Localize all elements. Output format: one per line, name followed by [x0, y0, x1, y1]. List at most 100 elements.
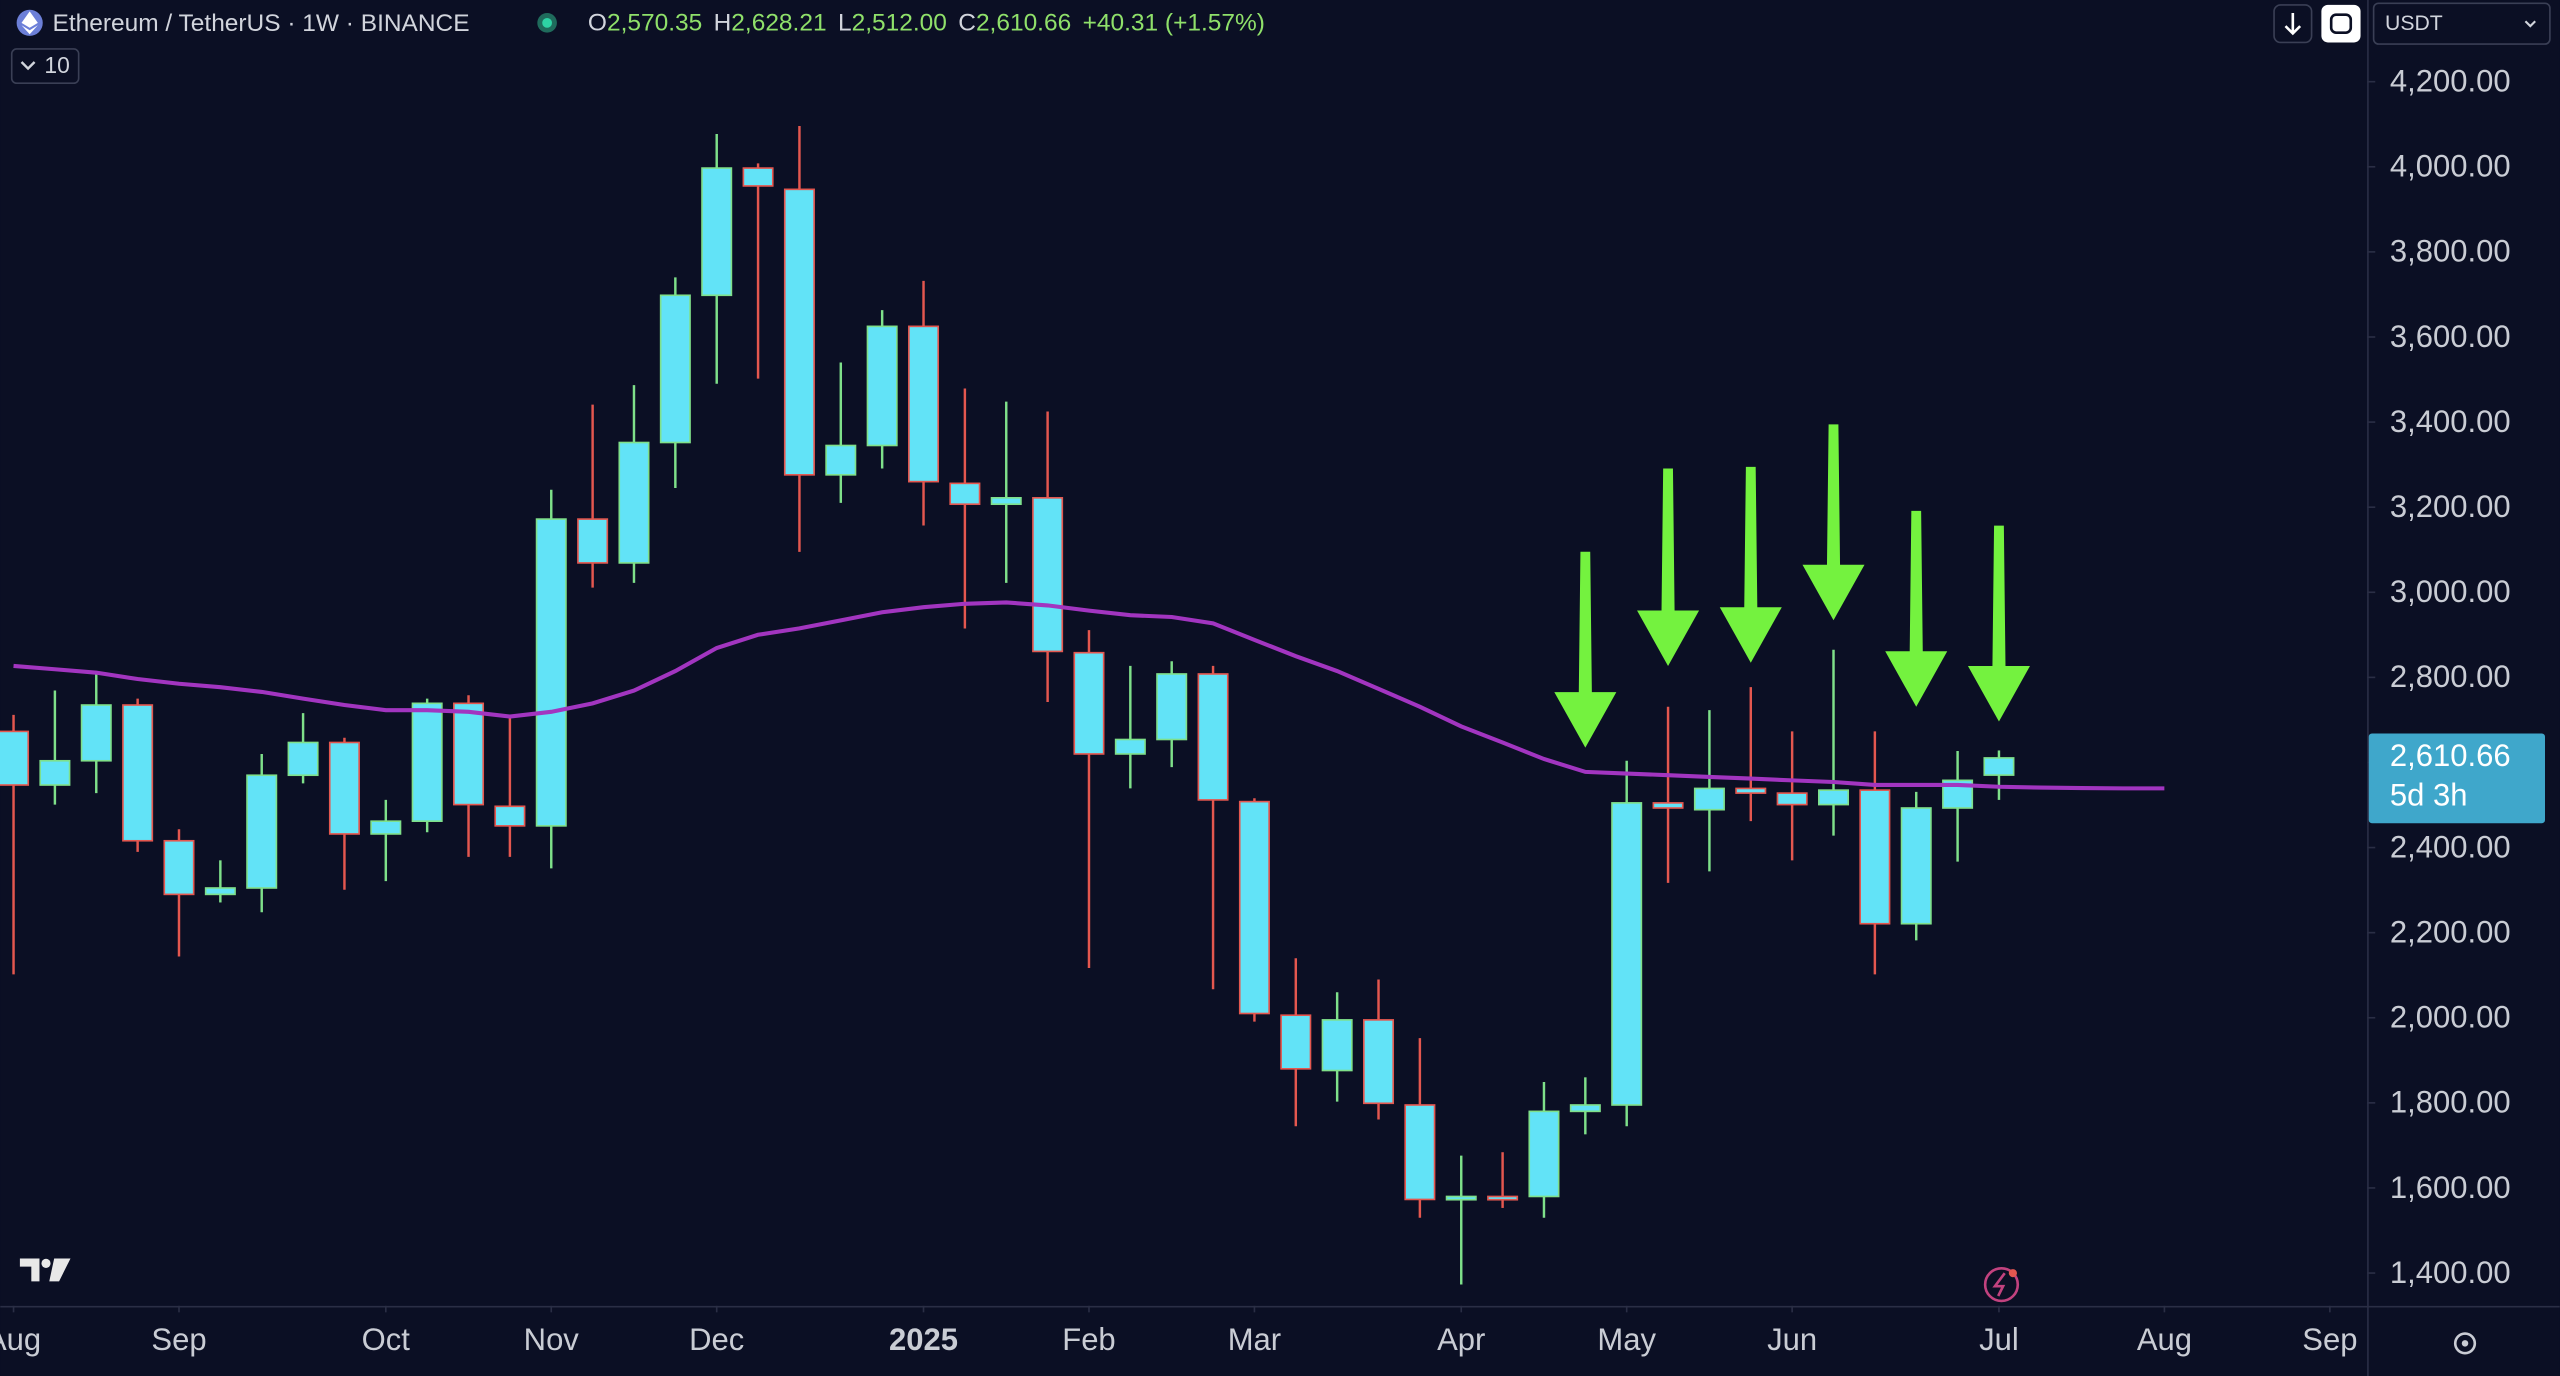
y-tick-label: 4,000.00 [2390, 149, 2511, 184]
logo-part [41, 1258, 51, 1268]
candle-body [122, 704, 154, 842]
currency-label: USDT [2385, 12, 2443, 35]
refresh-button[interactable] [2321, 4, 2361, 43]
candle-body [1073, 651, 1105, 755]
x-tick-label: 2025 [889, 1322, 958, 1357]
candle-body [1528, 1110, 1560, 1198]
candle-body [659, 294, 691, 444]
ohlc-key: C [958, 10, 976, 37]
x-tick-label: Aug [2137, 1322, 2192, 1357]
y-tick-label: 2,200.00 [2390, 914, 2511, 949]
toolbar[interactable]: USDT [2273, 2, 2551, 45]
x-tick-label: Mar [1228, 1322, 1281, 1357]
candle-body [1735, 787, 1767, 794]
symbol-header: Ethereum / TetherUS · 1W · BINANCE O2,57… [16, 9, 1265, 37]
candle-body [949, 482, 981, 506]
y-tick-label: 1,800.00 [2390, 1085, 2511, 1120]
candle-body [1280, 1014, 1312, 1070]
candle-body [287, 741, 319, 777]
y-tick-label: 4,200.00 [2390, 64, 2511, 99]
ohlc-value: 2,570.35 [607, 10, 702, 37]
x-tick-label: Sep [151, 1322, 206, 1357]
candle-body [1114, 738, 1146, 755]
x-tick-label: Aug [0, 1322, 41, 1357]
candle-body [246, 774, 278, 889]
ohlc-key: H [714, 10, 732, 37]
price-tag-label: 2,610.66 [2390, 738, 2511, 773]
candle-body [411, 702, 443, 823]
y-tick-label: 2,400.00 [2390, 829, 2511, 864]
candle-body [204, 887, 236, 896]
tv-logo[interactable] [19, 1258, 71, 1282]
candle-body [577, 518, 609, 564]
x-tick-label: May [1597, 1322, 1656, 1357]
x-tick-label: Dec [689, 1322, 744, 1357]
arrow [1967, 525, 2030, 722]
download-icon [2284, 13, 2302, 36]
candle-body [535, 518, 567, 827]
candle-body [1569, 1104, 1601, 1113]
price-tag [2368, 733, 2546, 824]
y-tick-label: 2,800.00 [2390, 659, 2511, 694]
alert-dot [2008, 1269, 2017, 1278]
currency-select[interactable] [2372, 2, 2551, 45]
ohlc-key: L [838, 10, 852, 37]
candle-body [370, 820, 402, 835]
alert-icon[interactable] [1983, 1266, 2020, 1303]
alert-bolt [1992, 1272, 2006, 1297]
candle-body [0, 730, 30, 786]
settings-icon[interactable] [2453, 1332, 2477, 1355]
refresh-icon [2329, 13, 2353, 34]
eth-logo [21, 11, 38, 35]
indicator-toggle[interactable]: 10 [10, 48, 80, 85]
candle-body [80, 704, 112, 762]
ohlc-legend: O2,570.35 H2,628.21 L2,512.00 C2,610.66 +40.… [588, 10, 1265, 37]
candle-body [1487, 1195, 1519, 1201]
countdown-label: 5d 3h [2390, 777, 2468, 812]
candle-body [1156, 673, 1188, 741]
symbol-title[interactable]: Ethereum / TetherUS · 1W · BINANCE [53, 10, 470, 37]
candle-body [1611, 802, 1643, 1106]
candle-body [494, 805, 526, 827]
y-tick-label: 3,000.00 [2390, 574, 2511, 609]
y-tick-label: 3,600.00 [2390, 319, 2511, 354]
candle-body [1818, 789, 1850, 806]
y-tick-label: 1,400.00 [2390, 1255, 2511, 1290]
alert-circle[interactable] [1983, 1266, 2020, 1303]
x-tick-label: Jul [1979, 1322, 2019, 1357]
indicator-box[interactable] [10, 48, 80, 85]
x-tick-label: Oct [362, 1322, 411, 1357]
arrow [1885, 510, 1948, 707]
price-change: +40.31 (+1.57%) [1083, 10, 1265, 37]
candle-body [1363, 1019, 1395, 1105]
candle-body [1693, 787, 1725, 811]
candle-body [990, 497, 1022, 506]
x-tick-label: Sep [2302, 1322, 2357, 1357]
candle-body [866, 325, 898, 447]
candle-body [163, 839, 195, 896]
candle-body [1859, 789, 1891, 925]
ohlc-value: 2,512.00 [852, 10, 947, 37]
market-status-dot [542, 17, 553, 28]
candle-body [783, 188, 815, 476]
candle-body [1404, 1104, 1436, 1201]
candle-body [825, 444, 857, 476]
indicator-count: 10 [44, 52, 69, 78]
candle-body [908, 325, 940, 483]
chevron [20, 61, 36, 71]
candle-body [39, 759, 71, 786]
candle-body [1238, 800, 1270, 1015]
x-tick-label: Nov [524, 1322, 580, 1357]
arrow [1554, 551, 1617, 748]
gear[interactable] [2453, 1332, 2477, 1355]
plot-area [0, 125, 2165, 1285]
candle-body [701, 167, 733, 297]
y-tick-label: 3,800.00 [2390, 234, 2511, 269]
candle-body [1652, 802, 1684, 809]
ohlc-value: 2,628.21 [731, 10, 826, 37]
x-tick-label: Jun [1767, 1322, 1817, 1357]
candle-body [742, 167, 774, 187]
x-tick-label: Apr [1437, 1322, 1485, 1357]
candle-body [1445, 1195, 1477, 1201]
